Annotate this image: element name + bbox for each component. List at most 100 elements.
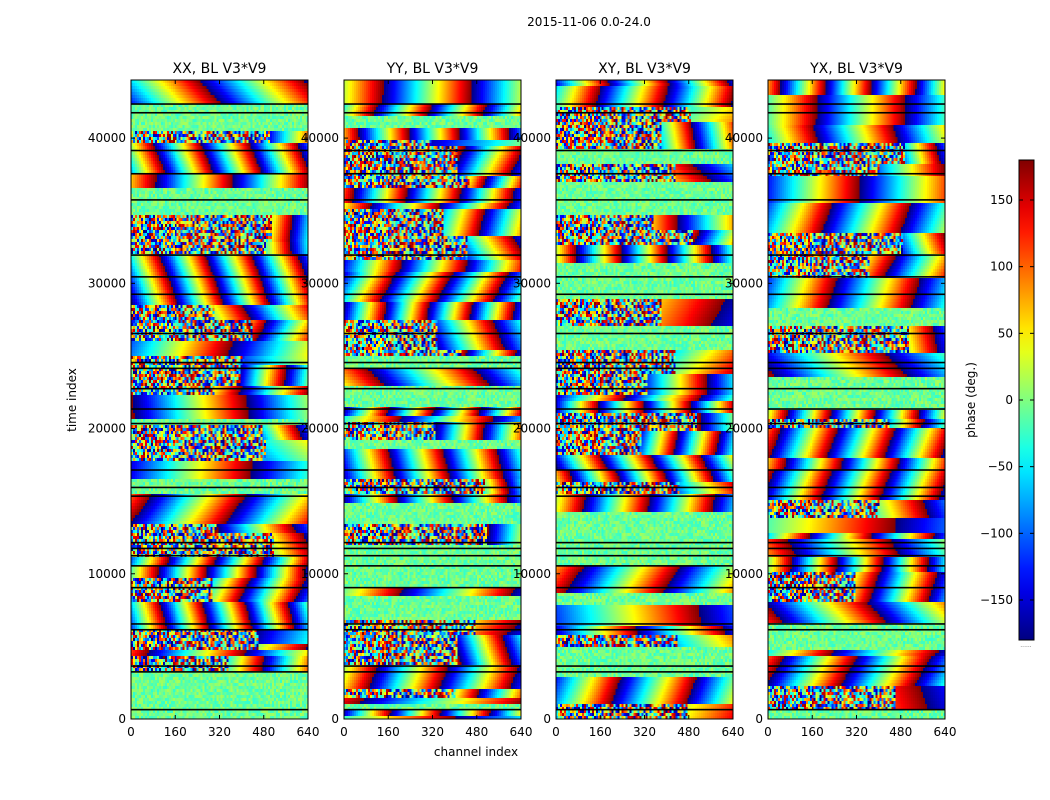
gap-row — [556, 254, 733, 256]
gap-row — [768, 111, 945, 114]
gap-row — [768, 408, 945, 410]
gap-row — [768, 554, 945, 557]
gap-row — [131, 276, 308, 278]
gap-row — [344, 293, 521, 296]
gap-row — [344, 708, 521, 711]
gap-row — [131, 495, 308, 497]
colorbar-label: phase (deg.) — [964, 362, 978, 438]
gap-row — [344, 276, 521, 278]
gap-row — [344, 547, 521, 550]
y-axis-label: time index — [65, 368, 79, 432]
gap-row — [131, 565, 308, 567]
panels-layer: XX, BL V3*V9 0 160 320 480 640 0 10000 20000 3000… — [88, 61, 957, 739]
x-axis-label: channel index — [434, 745, 518, 759]
y-tick-label: 0 — [755, 712, 763, 726]
gap-row — [344, 554, 521, 557]
gap-row — [344, 103, 521, 105]
gap-row — [768, 387, 945, 390]
x-tick-label: 160 — [589, 725, 612, 739]
colorbar-tick-label: 0 — [1005, 393, 1013, 407]
gap-row — [344, 387, 521, 390]
gap-row — [768, 708, 945, 711]
gap-row — [344, 199, 521, 201]
gap-row — [344, 565, 521, 567]
gap-row — [344, 332, 521, 335]
colorbar-tick-label: −150 — [980, 593, 1013, 607]
y-tick-label: 30000 — [88, 276, 126, 290]
gap-row — [344, 541, 521, 544]
gap-row — [556, 103, 733, 105]
gap-row — [344, 408, 521, 410]
gap-row — [131, 408, 308, 410]
panel-title: XX, BL V3*V9 — [173, 61, 267, 77]
gap-row — [768, 671, 945, 673]
y-tick-label: 20000 — [88, 422, 126, 436]
x-tick-label: 320 — [845, 725, 868, 739]
y-tick-label: 0 — [331, 712, 339, 726]
gap-row — [344, 422, 521, 425]
panel-title: XY, BL V3*V9 — [598, 61, 691, 77]
gap-row — [131, 111, 308, 114]
gap-row — [131, 367, 308, 370]
gap-row — [556, 708, 733, 711]
gap-row — [556, 408, 733, 410]
gap-row — [131, 628, 308, 631]
gap-row — [131, 103, 308, 105]
x-tick-label: 160 — [801, 725, 824, 739]
y-tick-label: 40000 — [725, 131, 763, 145]
heatmap-image — [556, 80, 733, 719]
gap-row — [556, 367, 733, 370]
panel-1: XX, BL V3*V9 0 160 320 480 640 0 10000 20000 3000… — [88, 61, 320, 739]
gap-row — [131, 469, 308, 471]
colorbar-tick-label: −50 — [988, 460, 1013, 474]
x-tick-label: 640 — [934, 725, 957, 739]
panel-title: YY, BL V3*V9 — [386, 61, 479, 77]
gap-row — [556, 293, 733, 296]
gap-row — [556, 361, 733, 364]
gap-row — [344, 486, 521, 489]
gap-row — [556, 111, 733, 114]
gap-row — [131, 586, 308, 589]
y-tick-label: 10000 — [725, 567, 763, 581]
gap-row — [768, 628, 945, 631]
gap-row — [131, 422, 308, 425]
y-tick-label: 10000 — [301, 567, 339, 581]
y-tick-label: 20000 — [513, 422, 551, 436]
gap-row — [768, 422, 945, 425]
x-tick-label: 0 — [127, 725, 135, 739]
gap-row — [768, 254, 945, 256]
gap-row — [556, 623, 733, 625]
gap-row — [344, 628, 521, 631]
gap-row — [556, 422, 733, 425]
x-tick-label: 320 — [633, 725, 656, 739]
gap-row — [131, 254, 308, 256]
gap-row — [344, 469, 521, 471]
heatmap-image — [768, 80, 945, 719]
gap-row — [556, 495, 733, 497]
y-tick-label: 30000 — [513, 276, 551, 290]
gap-row — [768, 486, 945, 489]
x-tick-label: 160 — [164, 725, 187, 739]
x-tick-label: 640 — [722, 725, 745, 739]
gap-row — [768, 367, 945, 370]
gap-row — [768, 586, 945, 589]
y-tick-label: 40000 — [301, 131, 339, 145]
gap-row — [556, 172, 733, 175]
y-tick-label: 30000 — [725, 276, 763, 290]
colorbar-note: ...... — [1020, 642, 1032, 649]
gap-row — [556, 199, 733, 201]
gap-row — [131, 547, 308, 550]
gap-row — [131, 671, 308, 673]
gap-row — [131, 387, 308, 390]
colorbar-tick-label: −100 — [980, 526, 1013, 540]
x-tick-label: 160 — [377, 725, 400, 739]
colorbar: −150 −100 −50 0 50 100 150 — [980, 159, 1035, 641]
gap-row — [131, 665, 308, 667]
gap-row — [344, 361, 521, 364]
y-tick-label: 0 — [543, 712, 551, 726]
gap-row — [556, 665, 733, 667]
gap-row — [768, 495, 945, 497]
gap-row — [131, 486, 308, 489]
gap-row — [768, 623, 945, 625]
